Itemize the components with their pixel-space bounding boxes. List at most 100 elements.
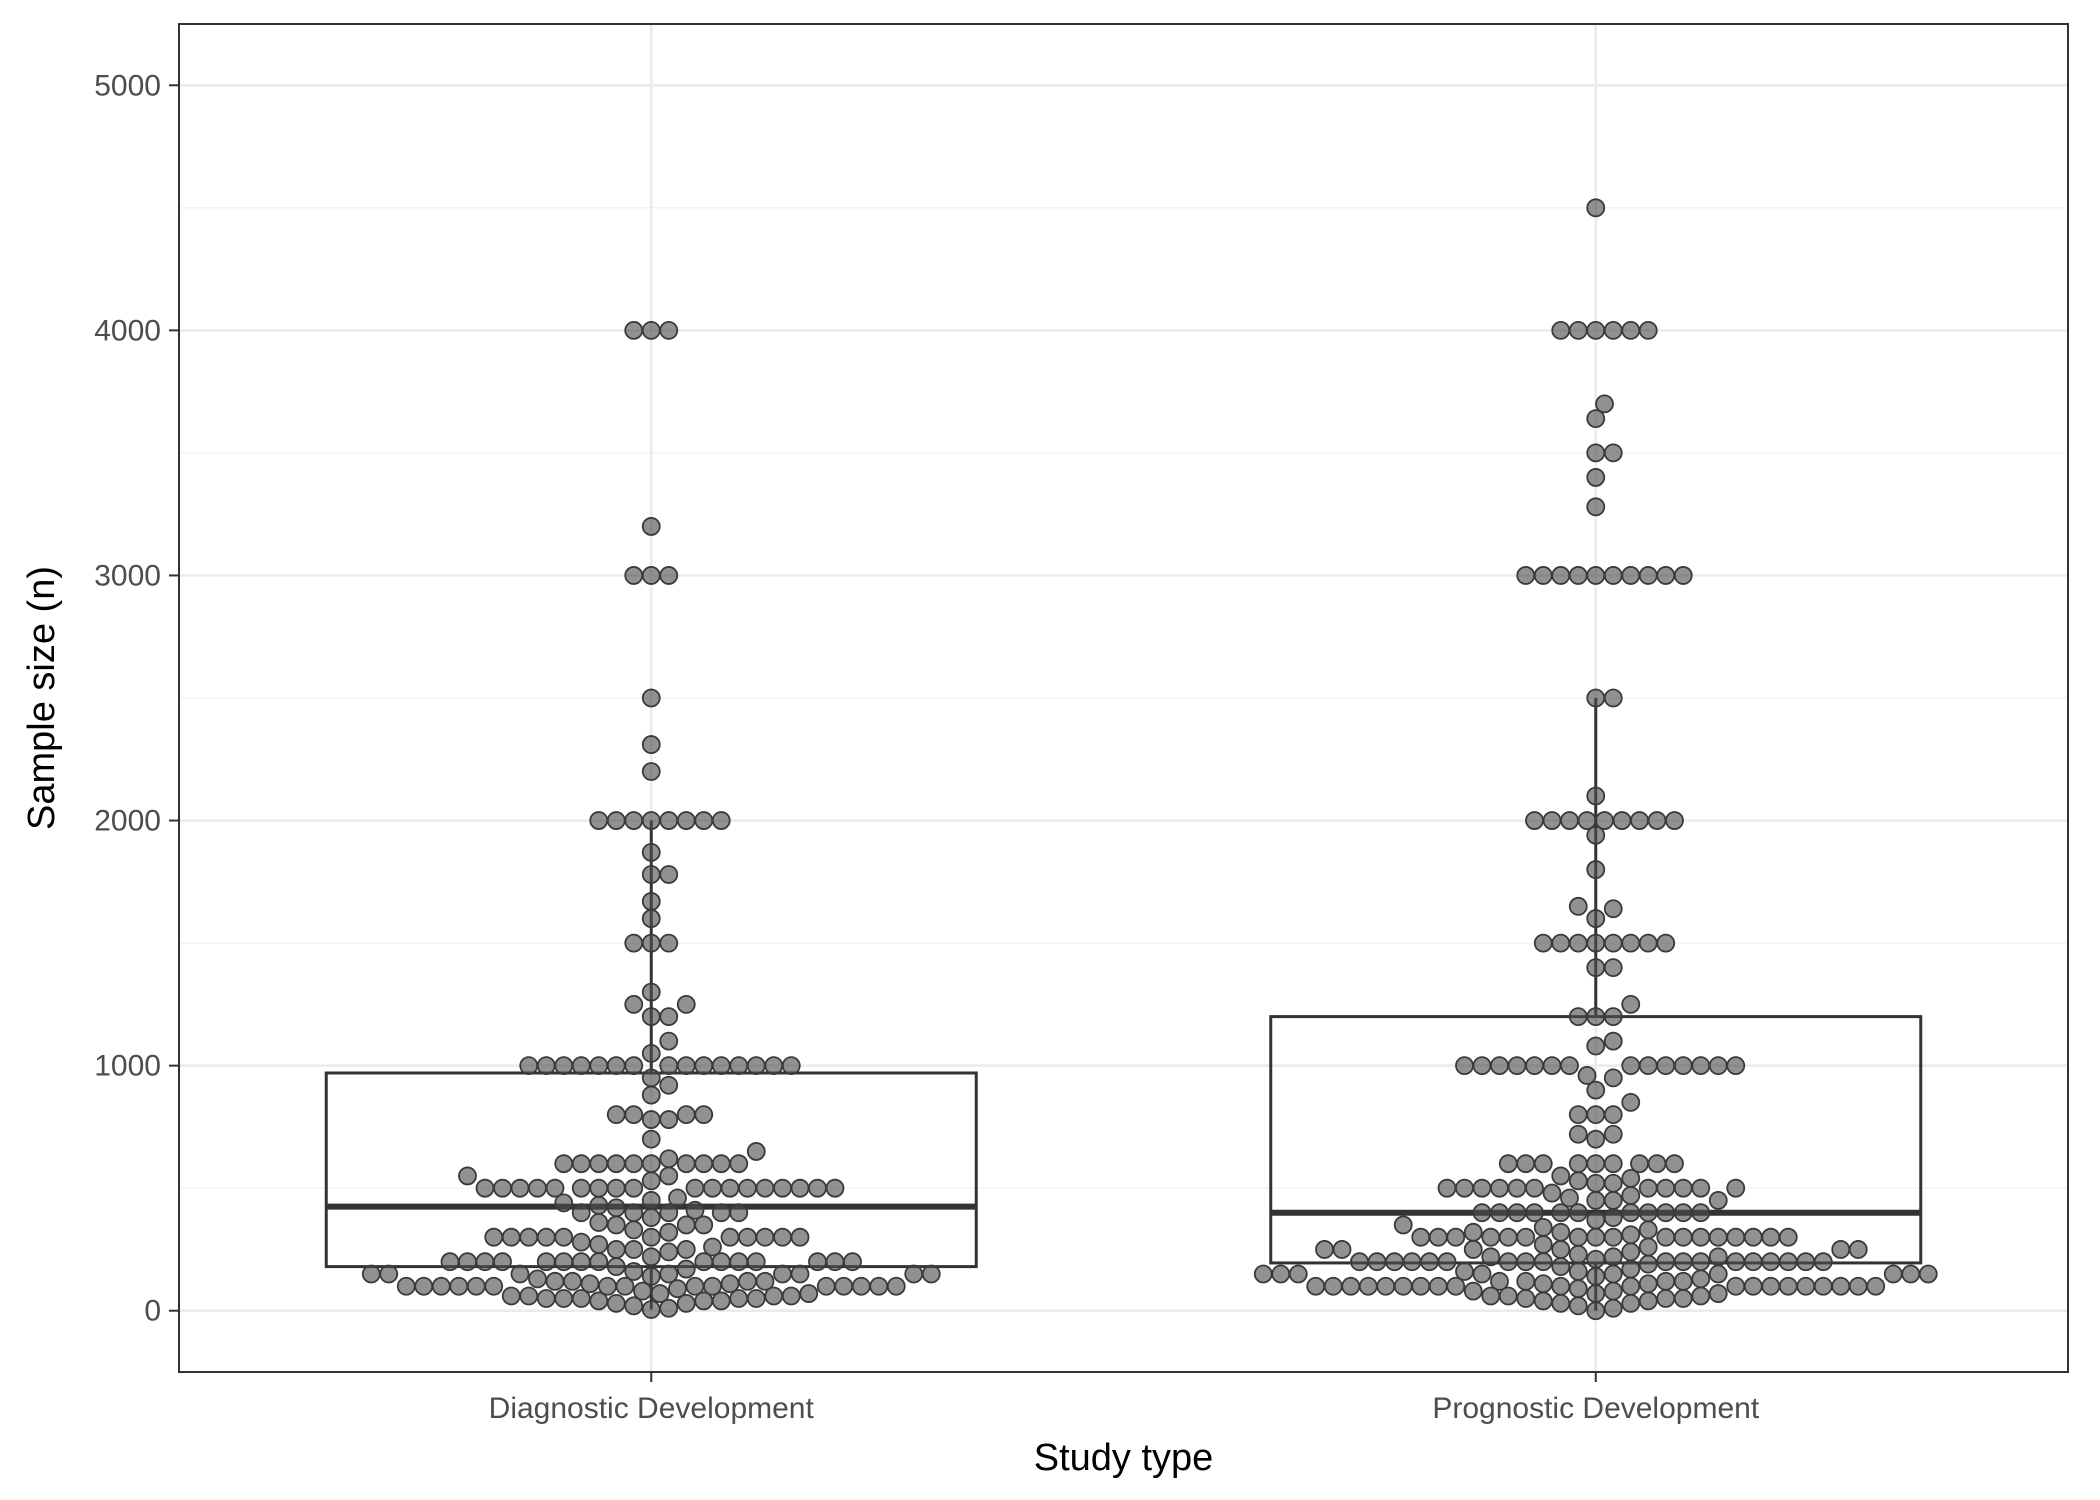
data-point	[1586, 1173, 1606, 1193]
data-point	[1586, 860, 1606, 879]
data-point	[493, 1252, 512, 1272]
data-point	[536, 1289, 556, 1308]
data-point	[554, 1289, 574, 1308]
data-point	[1533, 1274, 1553, 1294]
data-point	[1437, 1252, 1457, 1272]
data-point	[703, 1178, 722, 1198]
data-point	[1778, 1276, 1798, 1296]
data-point	[641, 865, 661, 884]
data-point	[606, 1293, 626, 1313]
data-point	[624, 811, 644, 830]
data-point	[1560, 811, 1579, 830]
data-point	[1586, 1191, 1606, 1210]
data-point	[554, 1193, 574, 1213]
data-point	[1603, 320, 1623, 340]
data-point	[711, 1154, 731, 1174]
data-point	[1647, 811, 1667, 830]
data-point	[1831, 1276, 1851, 1296]
data-point	[1586, 1105, 1606, 1125]
data-point	[598, 1276, 617, 1296]
data-point	[694, 1056, 714, 1076]
data-point	[1726, 1056, 1746, 1076]
data-point	[606, 1154, 626, 1174]
data-point	[1656, 566, 1676, 585]
data-point	[641, 1247, 661, 1267]
data-point	[624, 1220, 644, 1240]
data-point	[1691, 1269, 1711, 1289]
data-point	[685, 1178, 705, 1198]
data-point	[536, 1056, 556, 1076]
data-point	[1411, 1276, 1431, 1296]
data-point	[554, 1154, 574, 1174]
data-point	[501, 1286, 521, 1306]
data-point	[1708, 1264, 1728, 1284]
data-point	[1455, 1056, 1474, 1076]
data-point	[606, 1240, 626, 1259]
data-point	[1603, 566, 1623, 585]
data-point	[1638, 1254, 1658, 1274]
data-point	[589, 1178, 609, 1198]
data-point	[641, 1171, 661, 1191]
data-point	[641, 1267, 661, 1286]
data-point	[659, 1166, 679, 1186]
data-point	[484, 1276, 504, 1296]
data-point	[1577, 811, 1597, 830]
data-point	[1656, 1289, 1676, 1308]
data-point	[1516, 1154, 1536, 1174]
data-point	[1490, 1178, 1509, 1198]
data-point	[1568, 1105, 1588, 1125]
data-point	[641, 517, 661, 536]
data-point	[1481, 1286, 1501, 1306]
data-point	[554, 1056, 574, 1076]
data-point	[659, 865, 679, 884]
data-point	[1621, 1259, 1641, 1279]
data-point	[1586, 1284, 1606, 1303]
data-point	[1568, 1227, 1588, 1247]
data-point	[659, 811, 679, 830]
data-point	[1621, 566, 1641, 585]
data-point	[781, 1056, 801, 1076]
data-point	[659, 1203, 679, 1223]
data-point	[904, 1264, 924, 1284]
data-point	[1603, 1191, 1623, 1210]
data-point	[641, 811, 661, 830]
data-point	[458, 1252, 477, 1272]
data-point	[1603, 1031, 1623, 1051]
data-point	[1603, 1247, 1623, 1267]
data-point	[685, 1276, 705, 1296]
data-point	[1525, 1178, 1544, 1198]
data-point	[484, 1227, 504, 1247]
data-point	[1525, 1056, 1544, 1076]
data-point	[1761, 1276, 1781, 1296]
data-point	[1542, 811, 1562, 830]
data-point	[1533, 566, 1553, 585]
data-point	[1848, 1240, 1868, 1259]
data-point	[1402, 1252, 1422, 1272]
data-point	[510, 1178, 530, 1198]
data-point	[1621, 320, 1641, 340]
data-point	[843, 1252, 862, 1272]
data-point	[1691, 1286, 1711, 1306]
data-point	[1490, 1056, 1509, 1076]
data-point	[1726, 1227, 1746, 1247]
data-point	[1673, 1056, 1693, 1076]
data-point	[1393, 1276, 1413, 1296]
axes: 0 1000 2000 3000 4000 5000 Diagnostic Developm…	[94, 69, 1760, 1425]
data-point	[1638, 566, 1658, 585]
data-point	[554, 1252, 574, 1272]
data-point	[641, 909, 661, 928]
data-point	[641, 688, 661, 708]
data-point	[1542, 1183, 1562, 1203]
data-point	[493, 1178, 512, 1198]
data-point	[1551, 1166, 1571, 1186]
data-point	[431, 1276, 451, 1296]
data-point	[1691, 1252, 1711, 1272]
data-point	[1691, 1203, 1711, 1223]
data-point	[1603, 1281, 1623, 1301]
data-point	[379, 1264, 399, 1284]
data-point	[1586, 566, 1606, 585]
data-point	[1621, 1203, 1641, 1223]
data-point	[1673, 1227, 1693, 1247]
data-point	[790, 1178, 810, 1198]
data-point	[606, 811, 626, 830]
